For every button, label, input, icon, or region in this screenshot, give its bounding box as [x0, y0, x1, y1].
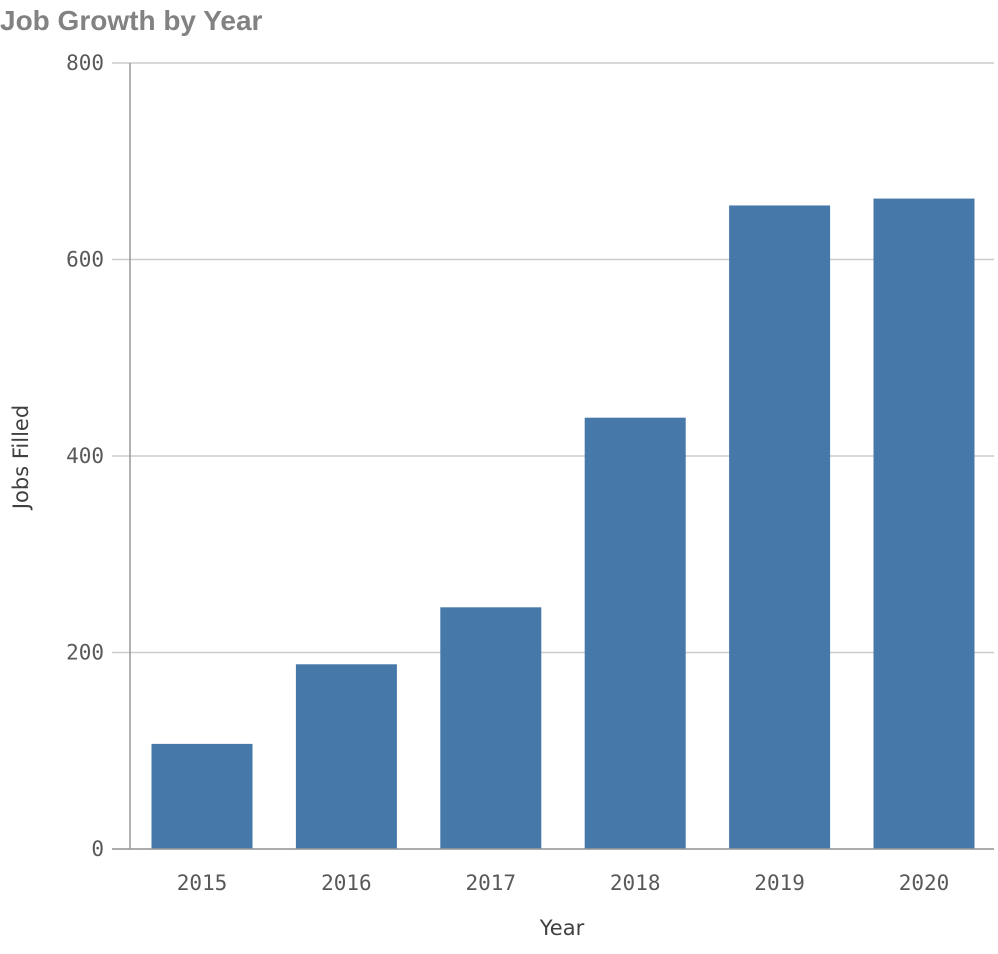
y-tick-labels: 0 200 400 600 800	[66, 51, 104, 861]
bar-2016	[295, 664, 397, 849]
y-tick-label: 0	[91, 837, 104, 861]
bar-2017	[440, 607, 542, 849]
bars	[151, 198, 975, 849]
x-tick-label: 2018	[610, 871, 661, 895]
x-tick-label: 2020	[899, 871, 950, 895]
y-tick-label: 600	[66, 248, 104, 272]
y-tick-label: 200	[66, 641, 104, 665]
bar-2018	[584, 417, 686, 849]
x-tick-label: 2015	[177, 871, 228, 895]
x-tick-label: 2017	[466, 871, 517, 895]
gridlines	[112, 62, 994, 850]
y-axis-title: Jobs Filled	[9, 405, 33, 511]
y-tick-label: 400	[66, 444, 104, 468]
bar-2020	[873, 198, 975, 849]
x-tick-label: 2019	[754, 871, 805, 895]
x-tick-labels: 2015 2016 2017 2018 2019 2020	[177, 871, 950, 895]
bar-2019	[729, 205, 831, 849]
chart-title: Job Growth by Year	[0, 5, 263, 36]
x-axis-title: Year	[539, 916, 585, 940]
y-tick-label: 800	[66, 51, 104, 75]
bar-2015	[151, 743, 253, 849]
x-tick-label: 2016	[321, 871, 372, 895]
axes	[112, 63, 994, 850]
